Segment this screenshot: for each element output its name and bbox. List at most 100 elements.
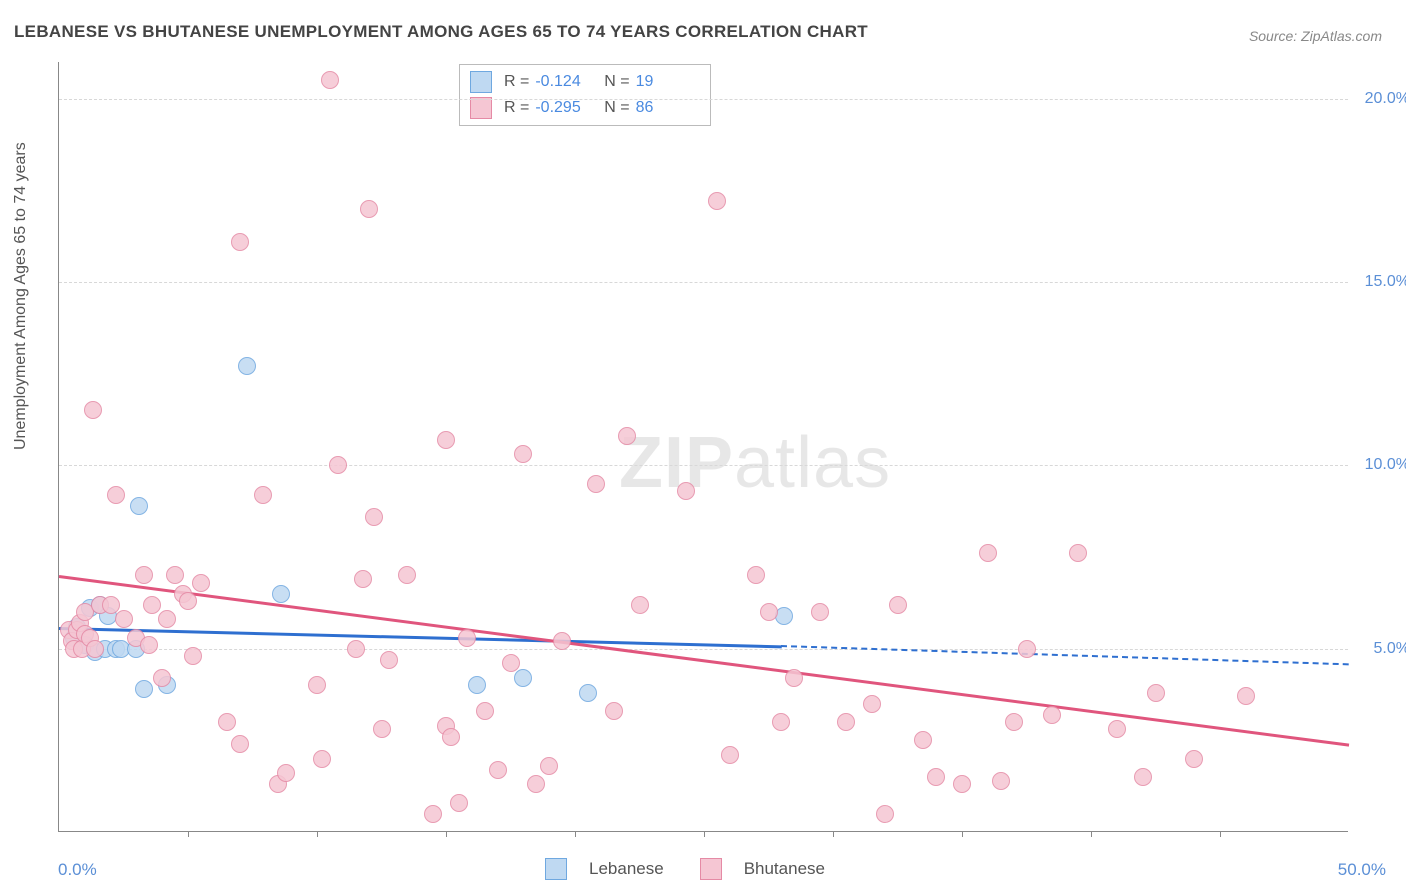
- y-tick-label: 20.0%: [1365, 90, 1406, 108]
- data-point: [992, 772, 1010, 790]
- x-tick: [1091, 831, 1092, 837]
- legend-swatch: [545, 858, 567, 880]
- data-point: [135, 566, 153, 584]
- data-point: [527, 775, 545, 793]
- source-attribution: Source: ZipAtlas.com: [1249, 28, 1382, 44]
- data-point: [863, 695, 881, 713]
- chart-title: LEBANESE VS BHUTANESE UNEMPLOYMENT AMONG…: [14, 22, 868, 42]
- data-point: [365, 508, 383, 526]
- data-point: [553, 632, 571, 650]
- legend-label: Bhutanese: [744, 859, 825, 879]
- data-point: [321, 71, 339, 89]
- data-point: [238, 357, 256, 375]
- data-point: [618, 427, 636, 445]
- data-point: [380, 651, 398, 669]
- data-point: [889, 596, 907, 614]
- data-point: [605, 702, 623, 720]
- legend-swatch: [470, 97, 492, 119]
- legend-row: R =-0.124 N =19: [470, 69, 696, 95]
- n-label: N =: [604, 73, 629, 91]
- data-point: [747, 566, 765, 584]
- data-point: [1237, 687, 1255, 705]
- data-point: [143, 596, 161, 614]
- x-tick: [188, 831, 189, 837]
- data-point: [135, 680, 153, 698]
- data-point: [140, 636, 158, 654]
- gridline: [59, 649, 1348, 650]
- data-point: [277, 764, 295, 782]
- scatter-plot-area: R =-0.124 N =19R =-0.295 N =86 ZIPatlas …: [58, 62, 1348, 832]
- data-point: [458, 629, 476, 647]
- y-tick-label: 5.0%: [1374, 640, 1406, 658]
- r-label: R =: [504, 73, 529, 91]
- data-point: [579, 684, 597, 702]
- n-value: 86: [636, 99, 696, 117]
- x-tick: [575, 831, 576, 837]
- x-tick: [317, 831, 318, 837]
- data-point: [424, 805, 442, 823]
- data-point: [775, 607, 793, 625]
- data-point: [442, 728, 460, 746]
- data-point: [811, 603, 829, 621]
- data-point: [130, 497, 148, 515]
- data-point: [772, 713, 790, 731]
- data-point: [153, 669, 171, 687]
- data-point: [308, 676, 326, 694]
- data-point: [398, 566, 416, 584]
- y-tick-label: 10.0%: [1365, 456, 1406, 474]
- data-point: [254, 486, 272, 504]
- data-point: [979, 544, 997, 562]
- data-point: [489, 761, 507, 779]
- data-point: [708, 192, 726, 210]
- data-point: [721, 746, 739, 764]
- n-label: N =: [604, 99, 629, 117]
- data-point: [953, 775, 971, 793]
- legend-item: Lebanese: [545, 858, 664, 880]
- data-point: [514, 669, 532, 687]
- data-point: [184, 647, 202, 665]
- data-point: [115, 610, 133, 628]
- data-point: [837, 713, 855, 731]
- data-point: [272, 585, 290, 603]
- data-point: [231, 233, 249, 251]
- legend-swatch: [470, 71, 492, 93]
- data-point: [102, 596, 120, 614]
- data-point: [192, 574, 210, 592]
- data-point: [1134, 768, 1152, 786]
- data-point: [1069, 544, 1087, 562]
- series-legend: Lebanese Bhutanese: [545, 858, 825, 880]
- data-point: [179, 592, 197, 610]
- r-value: -0.295: [535, 99, 595, 117]
- data-point: [914, 731, 932, 749]
- x-tick: [1220, 831, 1221, 837]
- data-point: [876, 805, 894, 823]
- watermark-rest: atlas: [734, 423, 891, 503]
- data-point: [677, 482, 695, 500]
- data-point: [84, 401, 102, 419]
- data-point: [1147, 684, 1165, 702]
- regression-line: [59, 627, 781, 648]
- data-point: [785, 669, 803, 687]
- data-point: [354, 570, 372, 588]
- data-point: [437, 431, 455, 449]
- data-point: [1108, 720, 1126, 738]
- data-point: [450, 794, 468, 812]
- data-point: [373, 720, 391, 738]
- data-point: [927, 768, 945, 786]
- data-point: [502, 654, 520, 672]
- data-point: [86, 640, 104, 658]
- regression-line: [59, 575, 1349, 747]
- data-point: [514, 445, 532, 463]
- data-point: [476, 702, 494, 720]
- legend-swatch: [700, 858, 722, 880]
- data-point: [231, 735, 249, 753]
- data-point: [1043, 706, 1061, 724]
- y-tick-label: 15.0%: [1365, 273, 1406, 291]
- data-point: [468, 676, 486, 694]
- data-point: [631, 596, 649, 614]
- data-point: [347, 640, 365, 658]
- y-axis-title: Unemployment Among Ages 65 to 74 years: [12, 142, 30, 450]
- gridline: [59, 99, 1348, 100]
- data-point: [218, 713, 236, 731]
- data-point: [1185, 750, 1203, 768]
